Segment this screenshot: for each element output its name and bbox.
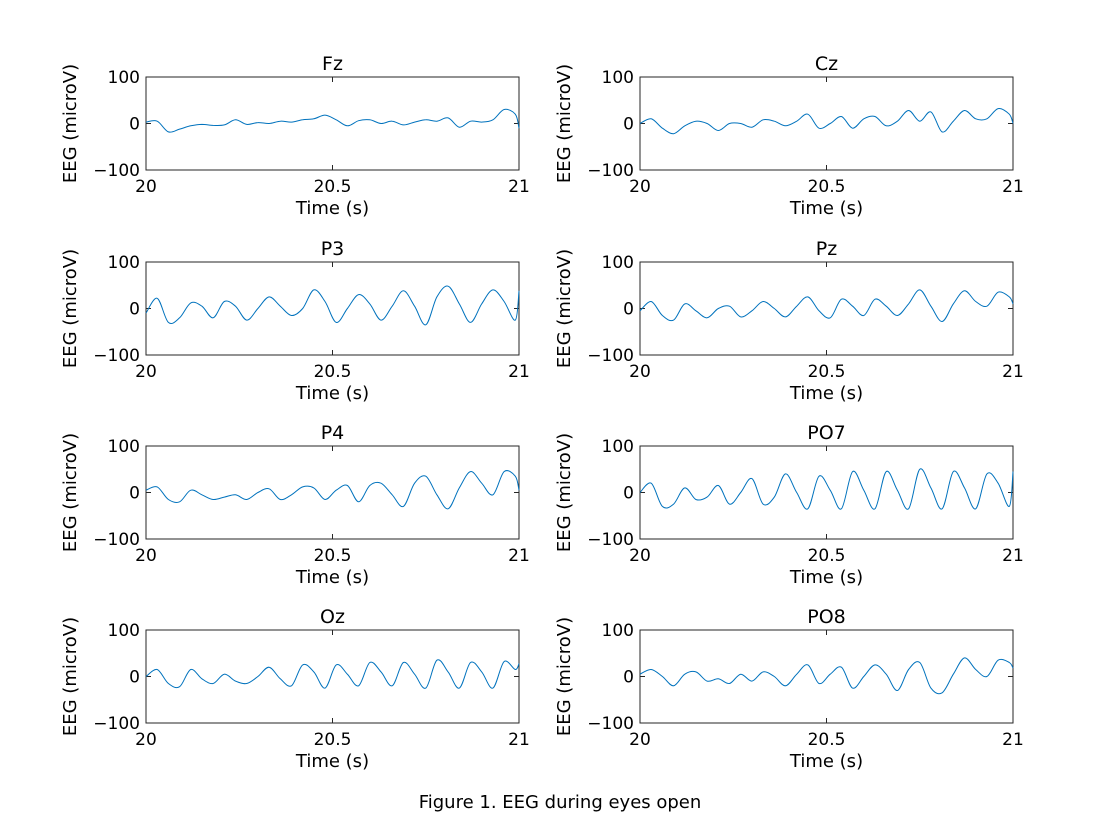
subplot-title: Oz xyxy=(320,606,345,628)
axes-box xyxy=(639,445,1014,540)
eeg-trace-oz xyxy=(145,659,520,689)
figure-caption: Figure 1. EEG during eyes open xyxy=(419,792,702,813)
subplot-title: Pz xyxy=(816,238,837,260)
y-tick-label: 0 xyxy=(129,484,140,504)
x-tick-label: 20.5 xyxy=(808,730,846,750)
x-tick-label: 21 xyxy=(1002,546,1024,566)
y-tick-label: 0 xyxy=(129,668,140,688)
x-axis-label: Time (s) xyxy=(789,751,863,772)
eeg-trace-pz xyxy=(639,289,1014,322)
y-tick-label: 100 xyxy=(602,253,634,273)
y-tick-label: −100 xyxy=(93,346,140,366)
y-tick-label: 0 xyxy=(623,484,634,504)
y-tick-label: −100 xyxy=(93,161,140,181)
subplot-pz: 20 20.5 21 −100 0 100 Pz Time (s) EEG (microV) xyxy=(554,238,1024,404)
x-tick-label: 20.5 xyxy=(808,546,846,566)
x-tick-label: 20 xyxy=(135,177,157,197)
subplot-title: Fz xyxy=(322,53,343,75)
x-tick-label: 21 xyxy=(508,362,530,382)
x-tick-label: 21 xyxy=(1002,177,1024,197)
x-tick-label: 21 xyxy=(508,177,530,197)
x-tick-label: 20.5 xyxy=(808,177,846,197)
x-tick-label: 20 xyxy=(629,177,651,197)
axes-box xyxy=(145,261,520,356)
y-tick-label: 100 xyxy=(602,621,634,641)
x-axis-label: Time (s) xyxy=(789,198,863,219)
x-tick-label: 20.5 xyxy=(314,362,352,382)
y-tick-label: 0 xyxy=(129,300,140,320)
y-axis-label: EEG (microV) xyxy=(60,64,81,183)
y-axis-label: EEG (microV) xyxy=(60,433,81,552)
y-axis-label: EEG (microV) xyxy=(60,617,81,736)
y-tick-label: 100 xyxy=(108,437,140,457)
x-axis-label: Time (s) xyxy=(789,567,863,588)
axes-box xyxy=(145,76,520,171)
subplot-title: P3 xyxy=(321,238,345,260)
subplot-title: PO8 xyxy=(807,606,846,628)
subplot-title: Cz xyxy=(815,53,838,75)
subplot-p4: 20 20.5 21 −100 0 100 P4 Time (s) EEG (microV) xyxy=(60,422,530,588)
x-tick-label: 20.5 xyxy=(808,362,846,382)
x-tick-label: 21 xyxy=(1002,362,1024,382)
eeg-trace-po8 xyxy=(639,657,1014,695)
y-tick-label: 100 xyxy=(108,621,140,641)
y-axis-label: EEG (microV) xyxy=(554,249,575,368)
x-tick-label: 20 xyxy=(629,730,651,750)
eeg-trace-cz xyxy=(639,108,1014,135)
axes-box xyxy=(145,629,520,724)
x-axis-label: Time (s) xyxy=(295,383,369,404)
x-tick-label: 20.5 xyxy=(314,546,352,566)
y-tick-label: −100 xyxy=(587,161,634,181)
subplot-fz: 20 20.5 21 −100 0 100 Fz Time (s) EEG (microV) xyxy=(60,53,530,219)
subplot-title: PO7 xyxy=(807,422,846,444)
subplot-title: P4 xyxy=(321,422,345,444)
axes-box xyxy=(145,445,520,540)
x-tick-label: 20.5 xyxy=(314,730,352,750)
y-tick-label: 0 xyxy=(623,115,634,135)
y-tick-label: −100 xyxy=(587,714,634,734)
y-tick-label: −100 xyxy=(587,530,634,550)
x-tick-label: 21 xyxy=(508,546,530,566)
axes-box xyxy=(639,629,1014,724)
y-tick-label: 0 xyxy=(623,300,634,320)
y-tick-label: 0 xyxy=(129,115,140,135)
y-axis-label: EEG (microV) xyxy=(60,249,81,368)
subplot-cz: 20 20.5 21 −100 0 100 Cz Time (s) EEG (microV) xyxy=(554,53,1024,219)
y-tick-label: 100 xyxy=(108,253,140,273)
x-axis-label: Time (s) xyxy=(295,567,369,588)
y-tick-label: 100 xyxy=(602,68,634,88)
axes-box xyxy=(639,261,1014,356)
subplot-po8: 20 20.5 21 −100 0 100 PO8 Time (s) EEG (microV) xyxy=(554,606,1024,772)
y-tick-label: −100 xyxy=(93,530,140,550)
y-tick-label: 100 xyxy=(108,68,140,88)
x-axis-label: Time (s) xyxy=(789,383,863,404)
y-tick-label: 100 xyxy=(602,437,634,457)
y-axis-label: EEG (microV) xyxy=(554,64,575,183)
eeg-trace-p4 xyxy=(145,470,520,510)
y-tick-label: 0 xyxy=(623,668,634,688)
subplot-p3: 20 20.5 21 −100 0 100 P3 Time (s) EEG (microV) xyxy=(60,238,530,404)
axes-box xyxy=(639,76,1014,171)
x-tick-label: 20 xyxy=(629,546,651,566)
subplot-po7: 20 20.5 21 −100 0 100 PO7 Time (s) EEG (microV) xyxy=(554,422,1024,588)
x-tick-label: 20 xyxy=(135,730,157,750)
x-tick-label: 21 xyxy=(1002,730,1024,750)
x-tick-label: 20.5 xyxy=(314,177,352,197)
eeg-trace-p3 xyxy=(145,285,520,326)
x-tick-label: 20 xyxy=(629,362,651,382)
x-tick-label: 20 xyxy=(135,362,157,382)
subplot-oz: 20 20.5 21 −100 0 100 Oz Time (s) EEG (microV) xyxy=(60,606,530,772)
x-axis-label: Time (s) xyxy=(295,751,369,772)
y-tick-label: −100 xyxy=(587,346,634,366)
x-tick-label: 21 xyxy=(508,730,530,750)
y-axis-label: EEG (microV) xyxy=(554,433,575,552)
eeg-trace-fz xyxy=(145,108,520,133)
eeg-trace-po7 xyxy=(639,468,1014,510)
x-axis-label: Time (s) xyxy=(295,198,369,219)
x-tick-label: 20 xyxy=(135,546,157,566)
y-axis-label: EEG (microV) xyxy=(554,617,575,736)
y-tick-label: −100 xyxy=(93,714,140,734)
